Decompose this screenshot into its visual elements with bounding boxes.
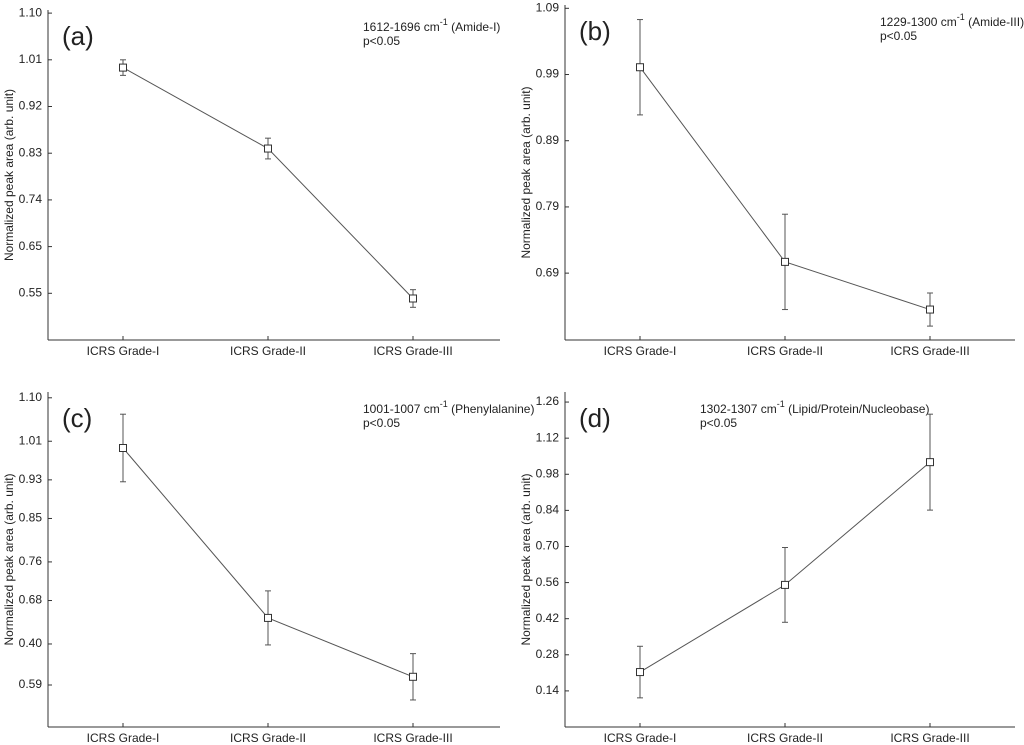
annotation-range: 1302-1307 cm [700,402,777,416]
annotation-assignment: (Amide-I) [448,20,501,34]
y-tick-label: 0.56 [536,575,560,589]
annotation: 1001-1007 cm-1 (Phenylalanine) [363,399,534,416]
y-axis-label: Normalized peak area (arb. unit) [2,89,16,261]
x-tick-label: ICRS Grade-I [87,344,160,358]
y-tick-label: 0.92 [19,99,43,113]
y-axis-label: Normalized peak area (arb. unit) [519,473,533,645]
annotation-assignment: (Phenylalanine) [448,402,535,416]
marker [119,443,127,452]
annotation: 1612-1696 cm-1 (Amide-I) [363,17,500,34]
y-tick-label: 1.01 [19,433,43,447]
y-tick-label: 1.10 [19,390,43,404]
marker [781,257,789,266]
y-tick-label: 0.69 [536,265,560,279]
y-tick-label: 0.83 [19,145,43,159]
marker [264,613,272,622]
y-tick-label: 0.28 [536,647,560,661]
y-tick-label: 1.12 [536,430,560,444]
panel-label: (a) [62,21,94,51]
panel-label: (c) [62,403,92,433]
annotation-significance: p<0.05 [700,416,737,430]
x-tick-label: ICRS Grade-III [890,344,969,358]
y-tick-label: 1.01 [19,52,43,66]
y-tick-label: 1.26 [536,394,560,408]
y-tick-label: 0.74 [19,192,43,206]
annotation-range: 1229-1300 cm [880,15,957,29]
marker [264,144,272,153]
annotation-superscript: -1 [777,399,785,409]
annotation-significance: p<0.05 [880,29,917,43]
y-tick-label: 0.65 [19,239,43,253]
marker [409,294,417,303]
x-tick-label: ICRS Grade-I [604,344,677,358]
y-tick-label: 0.76 [19,554,43,568]
data-line [122,67,414,299]
marker [926,305,934,314]
annotation: 1229-1300 cm-1 (Amide-III) [880,12,1024,29]
x-tick-label: ICRS Grade-III [890,731,969,745]
annotation-range: 1001-1007 cm [363,402,440,416]
y-tick-label: 1.10 [19,5,43,19]
marker [781,580,789,589]
y-tick-label: 0.42 [536,611,560,625]
y-tick-label: 0.59 [19,677,43,691]
annotation-range: 1612-1696 cm [363,20,440,34]
x-tick-label: ICRS Grade-II [747,344,823,358]
annotation-superscript: -1 [440,17,448,27]
panel-label: (b) [579,16,611,46]
y-tick-label: 0.40 [19,636,43,650]
y-axis-label: Normalized peak area (arb. unit) [519,86,533,258]
marker [636,668,644,677]
x-tick-label: ICRS Grade-III [373,344,452,358]
marker [636,63,644,72]
marker [409,672,417,681]
y-axis-label: Normalized peak area (arb. unit) [2,473,16,645]
y-tick-label: 0.68 [19,593,43,607]
annotation-significance: p<0.05 [363,416,400,430]
annotation: 1302-1307 cm-1 (Lipid/Protein/Nucleobase… [700,399,929,416]
y-tick-label: 0.79 [536,199,560,213]
annotation-assignment: (Lipid/Protein/Nucleobase) [785,402,930,416]
marker [119,63,127,72]
x-tick-label: ICRS Grade-III [373,731,452,745]
y-tick-label: 0.85 [19,511,43,525]
y-tick-label: 0.84 [536,503,560,517]
y-tick-label: 0.89 [536,133,560,147]
annotation-superscript: -1 [440,399,448,409]
y-tick-label: 0.55 [19,285,43,299]
x-tick-label: ICRS Grade-I [87,731,160,745]
annotation-assignment: (Amide-III) [965,15,1024,29]
annotation-significance: p<0.05 [363,34,400,48]
y-tick-label: 0.93 [19,472,43,486]
x-tick-label: ICRS Grade-II [230,344,306,358]
x-tick-label: ICRS Grade-I [604,731,677,745]
y-tick-label: 0.99 [536,67,560,81]
y-tick-label: 0.98 [536,466,560,480]
y-tick-label: 0.14 [536,683,560,697]
annotation-superscript: -1 [957,12,965,22]
y-tick-label: 0.70 [536,539,560,553]
panel-label: (d) [579,403,611,433]
x-tick-label: ICRS Grade-II [747,731,823,745]
y-tick-label: 1.09 [536,0,560,14]
marker [926,458,934,467]
x-tick-label: ICRS Grade-II [230,731,306,745]
